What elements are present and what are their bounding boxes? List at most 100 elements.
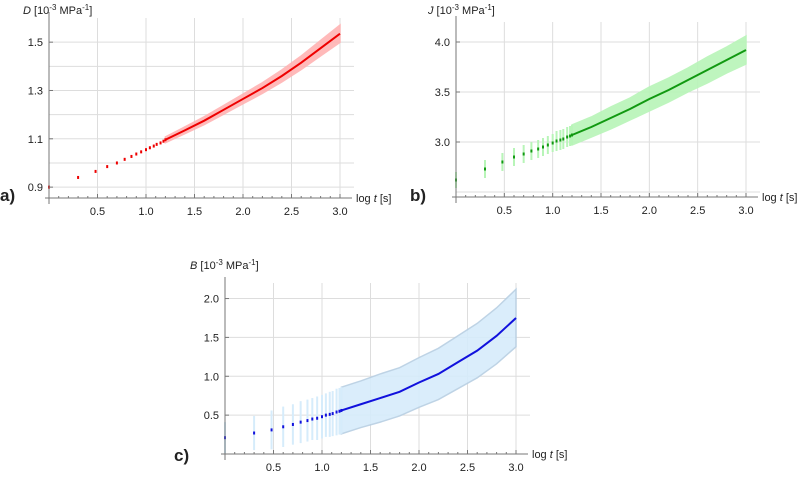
data-point	[324, 413, 327, 417]
data-point	[321, 415, 323, 419]
x-tick-label: 1.5	[363, 462, 378, 474]
y-tick-label: 3.0	[435, 137, 450, 149]
data-point	[77, 175, 80, 179]
data-point	[542, 145, 544, 149]
x-axis-title: log t [s]	[762, 192, 797, 204]
y-axis-unit: [10	[31, 5, 49, 17]
data-point	[338, 409, 341, 413]
data-point	[155, 142, 158, 146]
data-point	[270, 428, 273, 432]
x-tick-label: 3.0	[738, 205, 753, 217]
chart-b-svg: 0.5 1.0 1.5 2.0 2.5 3.0 3.0 3.5 4.0 J [10-3 MPa-1…	[410, 3, 797, 217]
chart-panel-a: 0.5 1.0 1.5 2.0 2.5 3.0 0.9 1.1 1.3 1.5 D [10-3 MP…	[0, 0, 400, 230]
data-point	[555, 139, 558, 143]
data-point	[94, 169, 97, 173]
x-tick-label: 2.0	[235, 206, 250, 218]
data-point	[569, 134, 572, 138]
data-point	[522, 152, 525, 156]
data-point	[501, 160, 504, 164]
y-axis-variable: J	[427, 5, 434, 17]
data-point	[291, 422, 294, 426]
x-axis-pre: log	[356, 193, 374, 205]
data-point	[311, 417, 314, 421]
x-tick-label: 0.5	[90, 206, 105, 218]
data-point	[484, 167, 486, 171]
chart-c-svg: 0.5 1.0 1.5 2.0 2.5 3.0 0.5 1.0 1.5 2.0 B [10-3 MP…	[174, 258, 567, 474]
data-point	[115, 161, 118, 165]
y-axis-title: B [10-3 MPa-1]	[190, 258, 259, 272]
x-axis-variable: t	[374, 193, 378, 205]
data-point	[106, 165, 109, 169]
y-tick-label: 1.5	[204, 332, 219, 344]
y-axis-unit: [10	[197, 260, 215, 272]
panel-label: b)	[410, 186, 426, 205]
y-axis-unit: ]	[492, 5, 495, 17]
x-tick-label: 0.5	[497, 205, 512, 217]
data-point	[551, 141, 554, 145]
y-axis-exponent: -3	[216, 258, 224, 267]
x-axis-title: log t [s]	[532, 449, 567, 461]
mean-line	[164, 32, 341, 141]
x-tick-label: 1.5	[187, 206, 202, 218]
data-point	[306, 419, 309, 423]
data-point	[537, 147, 540, 151]
x-tick-label: 1.0	[545, 205, 560, 217]
y-tick-label: 1.1	[28, 134, 43, 146]
y-tick-label: 1.0	[204, 371, 219, 383]
data-point	[162, 139, 165, 143]
data-point	[530, 149, 533, 153]
y-axis-exponent: -3	[452, 3, 460, 12]
x-tick-label: 2.0	[411, 462, 426, 474]
y-axis-exponent: -3	[49, 3, 57, 12]
y-axis-variable: B	[190, 260, 197, 272]
x-axis-title: log t [s]	[356, 193, 391, 205]
data-point	[123, 157, 126, 161]
data-point	[140, 150, 143, 154]
x-axis-pre: log	[532, 449, 550, 461]
y-axis-variable: D	[23, 5, 31, 17]
grid	[456, 22, 760, 197]
data-point	[562, 137, 565, 141]
x-tick-label: 3.0	[332, 206, 347, 218]
x-axis-pre: log	[762, 192, 780, 204]
y-axis-exponent: -1	[485, 3, 493, 12]
x-tick-label: 2.5	[284, 206, 299, 218]
confidence-band	[340, 287, 517, 435]
data-point	[135, 152, 138, 156]
x-tick-label: 1.0	[138, 206, 153, 218]
y-axis-unit: ]	[89, 5, 92, 17]
data-point	[130, 154, 133, 158]
y-tick-label: 1.5	[28, 37, 43, 49]
data-point	[253, 431, 256, 435]
x-tick-label: 2.5	[690, 205, 705, 217]
data-point	[148, 146, 151, 150]
x-tick-label: 3.0	[508, 462, 523, 474]
mean-line	[571, 49, 747, 136]
y-tick-label: 1.3	[28, 85, 43, 97]
data-point	[145, 148, 147, 152]
y-axis-unit: MPa	[223, 260, 250, 272]
y-tick-label: 4.0	[435, 37, 450, 49]
y-axis-title: J [10-3 MPa-1]	[427, 3, 495, 17]
y-tick-label: 0.9	[28, 182, 43, 194]
chart-panel-b: 0.5 1.0 1.5 2.0 2.5 3.0 3.0 3.5 4.0 J [10-3 MPa-1…	[400, 0, 800, 230]
x-axis-post: [s]	[553, 449, 568, 461]
data-point	[546, 143, 549, 147]
confidence-band	[571, 34, 747, 147]
panel-label: a)	[0, 186, 15, 205]
x-tick-label: 2.5	[460, 462, 475, 474]
x-axis-post: [s]	[377, 193, 392, 205]
x-axis-variable: t	[550, 449, 554, 461]
data-point	[331, 412, 334, 416]
y-tick-label: 2.0	[204, 294, 219, 306]
data-point	[282, 425, 285, 429]
data-point	[513, 155, 515, 159]
x-tick-label: 0.5	[266, 462, 281, 474]
x-axis-variable: t	[780, 192, 784, 204]
panel-label: c)	[174, 446, 189, 465]
data-point	[152, 144, 155, 148]
x-axis-post: [s]	[783, 192, 798, 204]
mean-line	[341, 317, 517, 412]
data-point	[299, 420, 302, 424]
y-axis-unit: MPa	[56, 5, 83, 17]
